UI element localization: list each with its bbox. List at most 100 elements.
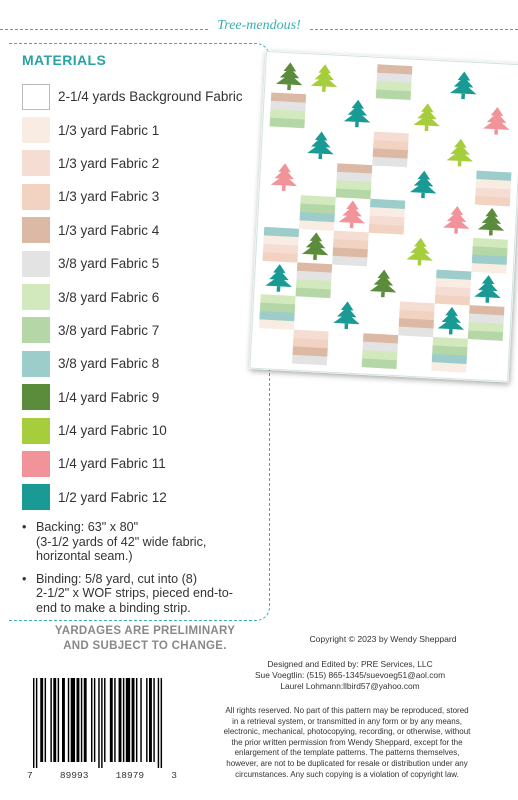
quilt-stripe <box>336 163 373 174</box>
materials-list: 2-1/4 yards Background Fabric 1/3 yard Fa… <box>22 80 243 514</box>
quilt-stripe <box>300 195 336 206</box>
barcode-bar <box>91 678 93 762</box>
quilt-stripe <box>292 354 328 366</box>
tree-icon <box>477 207 505 236</box>
quilt-stripe <box>299 220 335 231</box>
barcode-bar <box>62 678 65 762</box>
fabric-swatch <box>22 284 50 311</box>
quilt-stripe <box>372 156 408 168</box>
barcode-bar <box>125 678 131 762</box>
quilt-stripe <box>372 148 408 159</box>
barcode-bars <box>33 678 163 768</box>
quilt-stripe <box>399 309 435 321</box>
quilt-stripe <box>336 180 372 191</box>
yardage-warning: YARDAGES ARE PRELIMINARY AND SUBJECT TO … <box>54 625 236 652</box>
barcode-bar <box>122 678 125 762</box>
quilt-stripe <box>262 243 299 255</box>
quilt-stripe <box>296 262 333 273</box>
quilt-illustration <box>248 50 518 383</box>
material-note: • Backing: 63" x 80" (3-1/2 yards of 42" w… <box>22 520 268 564</box>
material-label: 1/3 yard Fabric 2 <box>58 155 160 171</box>
tree-icon <box>450 71 477 100</box>
tree-icon <box>413 103 440 132</box>
material-label: 2-1/4 yards Background Fabric <box>58 89 243 105</box>
tree-icon <box>310 64 338 92</box>
barcode-bar <box>50 678 52 762</box>
tree-icon <box>307 131 334 160</box>
quilt-stripe <box>269 117 305 129</box>
tree-icon <box>437 306 465 335</box>
tree-icon <box>446 138 473 167</box>
material-label: 1/3 yard Fabric 1 <box>58 122 160 138</box>
materials-notes: • Backing: 63" x 80" (3-1/2 yards of 42" w… <box>22 520 268 624</box>
quilt-stripe <box>377 64 413 75</box>
material-label: 1/3 yard Fabric 4 <box>58 222 160 238</box>
material-item: 1/4 yard Fabric 10 <box>22 414 243 447</box>
material-label: 1/4 yard Fabric 9 <box>58 389 160 405</box>
quilt-stripe <box>292 338 329 349</box>
quilt-stripe <box>369 215 405 227</box>
tree-icon <box>265 264 292 292</box>
quilt-stripe <box>373 139 409 151</box>
fabric-swatch <box>22 117 50 144</box>
material-item: 1/2 yard Fabric 12 <box>22 481 243 514</box>
material-label: 3/8 yard Fabric 7 <box>58 322 160 338</box>
tree-icon <box>275 62 303 91</box>
quilt-stripe <box>296 270 332 282</box>
quilt-stripe <box>295 287 331 299</box>
tree-icon <box>270 163 298 191</box>
barcode-bar <box>93 678 96 762</box>
tree-icon <box>369 269 397 298</box>
barcode-bar <box>149 678 152 762</box>
fabric-swatch <box>22 450 50 477</box>
fabric-swatch <box>22 83 50 110</box>
quilt-stripe <box>471 263 507 274</box>
fabric-swatch <box>22 317 50 344</box>
material-label: 3/8 yard Fabric 8 <box>58 356 160 372</box>
barcode-bar <box>40 678 44 762</box>
barcode-bar <box>101 678 103 768</box>
quilt-stripe <box>258 319 295 330</box>
tree-icon <box>474 275 501 303</box>
barcode-bar <box>109 678 113 762</box>
barcode-bar <box>114 678 116 762</box>
quilt-stripe <box>469 305 505 316</box>
copyright-text: Copyright © 2023 by Wendy Sheppard <box>309 634 457 644</box>
quilt-stripe <box>475 179 512 190</box>
quilt-stripe <box>270 92 307 103</box>
quilt-stripe <box>398 318 434 329</box>
quilt-stripe <box>435 278 471 289</box>
barcode-bar <box>98 678 100 768</box>
fabric-swatch <box>22 217 50 244</box>
fabric-swatch <box>22 417 50 444</box>
material-item: 1/3 yard Fabric 1 <box>22 113 243 146</box>
quilt-stripe <box>362 333 399 344</box>
quilt-stripe <box>299 203 336 215</box>
material-item: 3/8 yard Fabric 8 <box>22 347 243 380</box>
quilt-stripe <box>435 286 471 298</box>
quilt-stripe <box>474 195 511 207</box>
barcode-bar <box>131 678 135 762</box>
barcode-bar <box>67 678 70 762</box>
quilt-stripe <box>468 313 504 325</box>
quilt-stripe <box>368 223 404 235</box>
materials-title: MATERIALS <box>22 52 107 68</box>
note-line: horizontal seam.) <box>36 549 133 564</box>
material-item: 1/3 yard Fabric 2 <box>22 147 243 180</box>
quilt-stripe <box>333 230 369 242</box>
barcode-bar <box>80 678 83 762</box>
quilt-stripe <box>375 89 412 101</box>
quilt-stripe <box>262 252 298 263</box>
quilt-stripe <box>475 187 511 198</box>
header-title: Tree-mendous! <box>0 18 518 34</box>
barcode-bar <box>160 678 163 768</box>
quilt-stripe <box>336 171 372 183</box>
material-label: 1/4 yard Fabric 11 <box>58 456 166 472</box>
quilt-stripe <box>398 326 434 338</box>
quilt-stripe <box>263 235 299 246</box>
quilt-stripe <box>293 329 329 341</box>
quilt-stripe <box>472 246 508 257</box>
quilt-stripe <box>270 100 306 112</box>
quilt-stripe <box>260 294 296 305</box>
quilt-stripe <box>432 336 468 348</box>
